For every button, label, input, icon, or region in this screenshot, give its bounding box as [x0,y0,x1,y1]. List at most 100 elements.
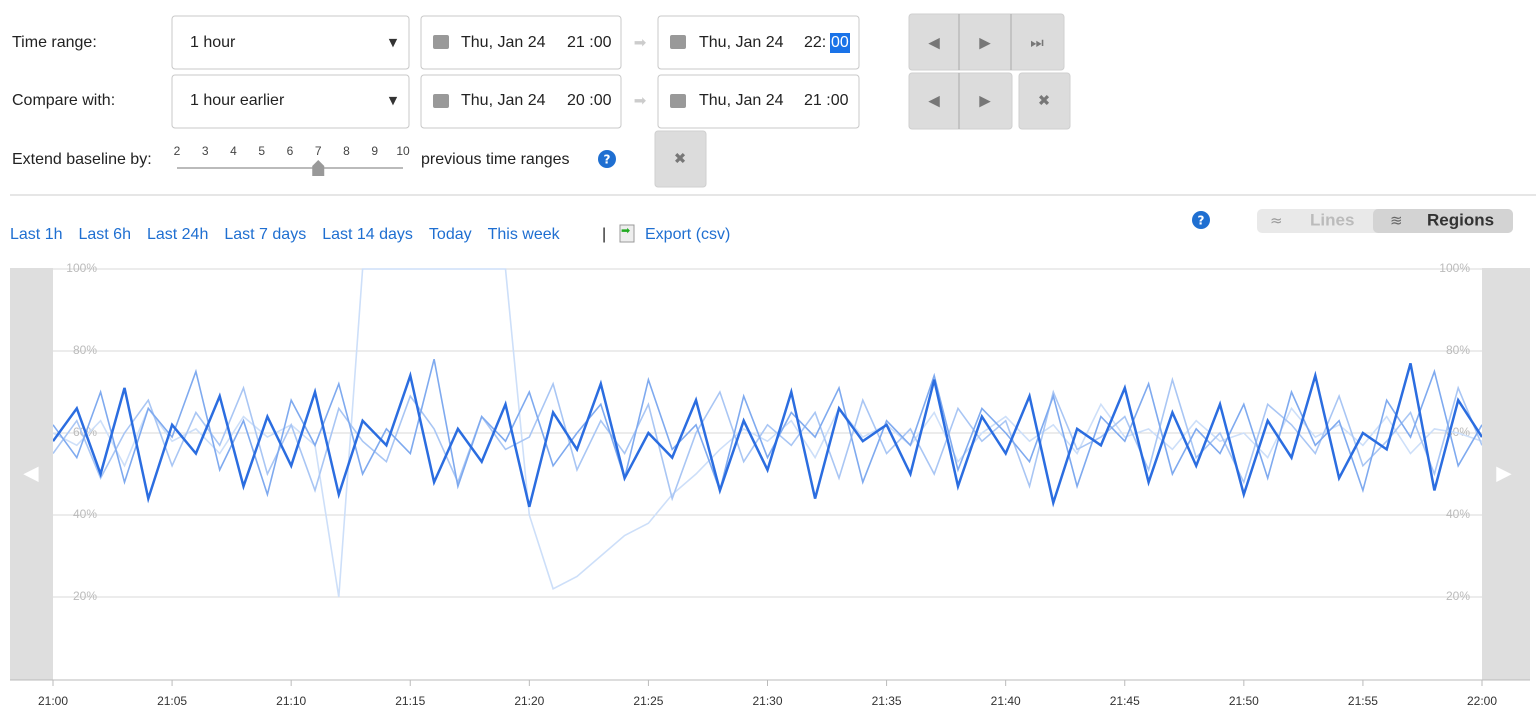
quick-link[interactable]: Last 14 days [322,226,413,243]
series-line [51,362,1484,508]
date: Thu, Jan 24 [699,34,784,51]
prev-button[interactable]: ◀ [928,34,940,52]
toggle-regions[interactable]: Regions [1427,210,1494,229]
arrow: ➡ [634,92,647,110]
x-tick-label: 21:10 [276,694,306,708]
scroll-right[interactable] [1482,268,1530,680]
nav-buttons [908,13,1065,71]
chart: 20% 20%40% 40%60% 60%80% 80%100% 100%21:00 21:… [38,261,1497,708]
x-tick-label: 21:45 [1110,694,1140,708]
quick-link[interactable]: Last 6h [78,226,130,243]
hour: 22: [804,34,826,51]
remove-button[interactable] [654,130,707,188]
x-tick-label: 21:35 [872,694,902,708]
y-tick-label-right: 80% [1446,343,1470,357]
lines-icon: ≈ [1270,212,1283,230]
slider-label: 9 [371,144,378,158]
remove-icon: ✖ [1038,92,1051,110]
scroll-right-arrow: ▶ [1496,461,1512,485]
x-tick-label: 21:20 [514,694,544,708]
selection [830,33,850,53]
x-tick-label: 21:40 [991,694,1021,708]
remove-button[interactable] [1018,72,1071,130]
date-input[interactable] [420,15,622,70]
quick-link[interactable]: This week [488,226,561,243]
y-tick-label: 80% [73,343,97,357]
x-tick-label: 21:50 [1229,694,1259,708]
calendar-icon [670,94,686,108]
next-button[interactable]: ▶ [979,34,991,52]
label: Time range: [12,34,97,51]
date-input[interactable] [657,15,860,70]
label: Compare with: [12,92,115,109]
separator: | [602,226,606,243]
prev-button[interactable]: ◀ [928,92,940,110]
quick-link[interactable]: Last 1h [10,226,62,243]
quick-link[interactable]: Last 24h [147,226,208,243]
dropdown-arrow: ▼ [389,36,398,49]
x-tick-label: 21:55 [1348,694,1378,708]
y-tick-label-right: 100% [1439,261,1470,275]
chart-area [10,268,1530,680]
slider-thumb[interactable] [312,160,325,176]
slider-label: 10 [396,144,410,158]
arrow: ➡ [634,34,647,52]
slider-label: 3 [202,144,209,158]
last-button[interactable]: ⏭ [1030,34,1044,52]
quick-link[interactable]: Last 7 days [224,226,306,243]
date: Thu, Jan 24 [699,92,784,109]
date-input[interactable] [420,74,622,129]
scroll-left[interactable] [10,268,53,680]
minute[interactable]: 00 [831,34,849,51]
toggle-lines[interactable]: Lines [1310,210,1354,229]
quick-link[interactable]: Today [429,226,472,243]
help-icon[interactable] [598,150,616,168]
next-button[interactable]: ▶ [979,92,991,110]
slider-label: 6 [287,144,294,158]
series-line [52,376,1483,502]
slider[interactable]: 2 3 4 5 6 7 8 9 10 [174,144,410,176]
series-line [52,359,1483,498]
slider-label: 8 [343,144,350,158]
x-tick-label: 21:30 [752,694,782,708]
x-tick-label: 21:15 [395,694,425,708]
time: 20 :00 [567,92,612,109]
dropdown-arrow: ▼ [389,94,398,107]
x-tick-label: 21:25 [633,694,663,708]
slider-label: 2 [174,144,181,158]
dropdown[interactable] [171,74,410,129]
export-arrow: ➡ [621,224,630,237]
y-tick-label: 40% [73,507,97,521]
export-link[interactable]: Export (csv) [645,226,730,243]
y-tick-label: 100% [66,261,97,275]
scroll-left-arrow: ◀ [23,461,39,485]
calendar-icon [670,35,686,49]
nav-buttons [908,72,1013,130]
calendar-icon [433,35,449,49]
remove-icon: ✖ [674,150,687,168]
dropdown-value: 1 hour [190,34,236,51]
dropdown[interactable] [171,15,410,70]
slider-label: 7 [315,144,322,158]
calendar-icon [433,94,449,108]
y-tick-label: 20% [73,589,97,603]
time: 21 :00 [804,92,849,109]
dropdown-value: 1 hour earlier [190,92,285,109]
date: Thu, Jan 24 [461,92,546,109]
y-tick-label-right: 20% [1446,589,1470,603]
help-icon[interactable] [1192,211,1210,229]
y-tick-label-right: 40% [1446,507,1470,521]
export-icon [619,224,635,243]
x-tick-label: 22:00 [1467,694,1497,708]
x-tick-label: 21:00 [38,694,68,708]
date: Thu, Jan 24 [461,34,546,51]
quick-links: Last 1h Last 6h Last 24h Last 7 days Last 14… [10,226,561,243]
label: Extend baseline by: [12,151,152,168]
slider-label: 4 [230,144,237,158]
help-mark: ? [604,153,611,167]
date-input[interactable] [657,74,860,129]
help-mark: ? [1198,214,1205,228]
time: 21 :00 [567,34,612,51]
regions-icon: ≋ [1390,212,1403,230]
